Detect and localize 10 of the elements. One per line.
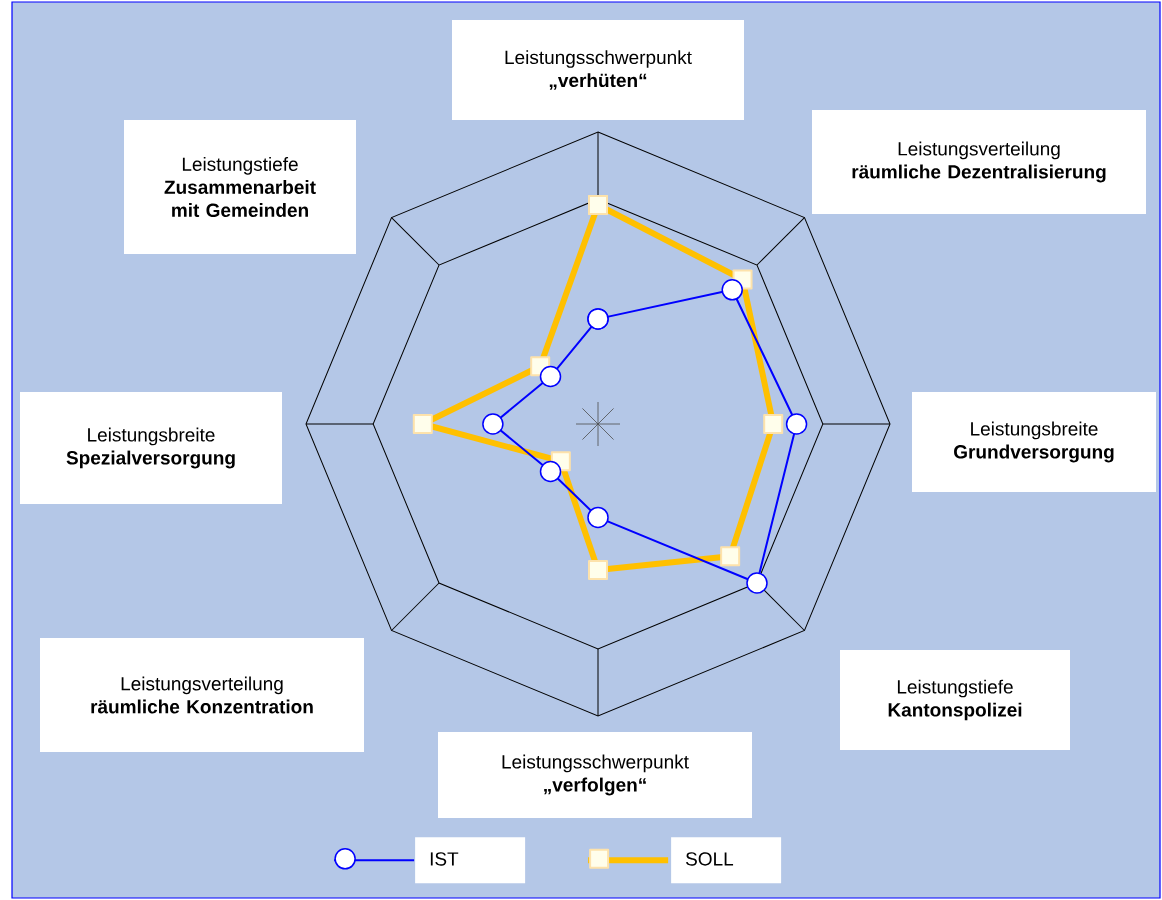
spoke-label: Leistungsschwerpunkt „verfolgen“ bbox=[502, 754, 689, 796]
spoke-label: Leistungsverteilung räumliche Dezentralisierung bbox=[852, 141, 1106, 183]
spoke-label: Leistungsbreite Grundversorgung bbox=[954, 421, 1114, 463]
spoke-label: Leistungsbreite Spezialversorgung bbox=[66, 427, 235, 469]
spoke-label: Leistungstiefe Zusammenarbeit mit Gemeinden bbox=[164, 157, 316, 217]
spoke-label: Leistungsverteilung räumliche Konzentration bbox=[91, 676, 313, 714]
spoke-label: Leistungsschwerpunkt „verhüten“ bbox=[505, 50, 692, 90]
spoke-label: Leistungstiefe Kantonspolizei bbox=[888, 679, 1022, 721]
legend-label: IST bbox=[430, 852, 459, 866]
legend-label: SOLL bbox=[685, 852, 734, 866]
